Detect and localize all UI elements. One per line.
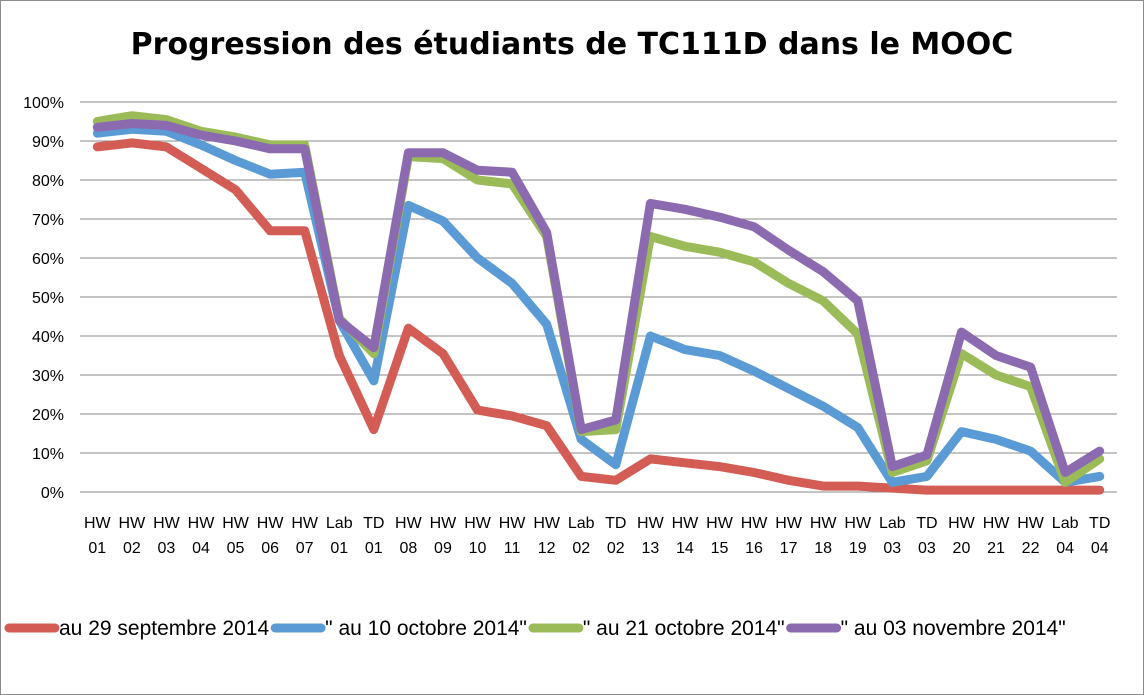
x-tick-label-line2: 16 <box>745 540 763 557</box>
x-tick-label-line2: 21 <box>987 540 1005 557</box>
x-tick-label-line2: 03 <box>158 540 176 557</box>
x-tick-label-line2: 13 <box>641 540 659 557</box>
x-tick-label-line1: HW <box>188 515 216 532</box>
x-tick-label-line2: 06 <box>261 540 279 557</box>
x-tick-label-line2: 07 <box>296 540 314 557</box>
x-tick-label-line2: 11 <box>504 540 521 557</box>
x-tick-label-line1: TD <box>605 515 626 532</box>
x-tick-label-line1: Lab <box>879 515 906 532</box>
x-tick-label-line1: HW <box>499 515 527 532</box>
x-tick-label-line1: HW <box>257 515 285 532</box>
x-tick-label-line2: 08 <box>399 540 417 557</box>
x-tick-label-line2: 01 <box>365 540 383 557</box>
y-tick-label: 50% <box>32 290 64 307</box>
x-tick-label-line2: 04 <box>1056 540 1074 557</box>
x-tick-label-line1: HW <box>983 515 1011 532</box>
x-tick-label-line2: 14 <box>676 540 694 557</box>
x-tick-label-line1: HW <box>119 515 147 532</box>
legend: au 29 septembre 2014 " au 10 octobre 2014… <box>4 617 1066 640</box>
x-tick-label-line2: 12 <box>538 540 556 557</box>
x-tick-label-line2: 03 <box>918 540 936 557</box>
chart-title: Progression des étudiants de TC111D dans… <box>130 27 1014 62</box>
x-tick-label-line1: HW <box>84 515 112 532</box>
x-tick-label-line1: HW <box>775 515 803 532</box>
x-tick-label-line1: TD <box>1089 515 1110 532</box>
x-tick-label-line1: HW <box>637 515 665 532</box>
x-tick-label-line2: 02 <box>123 540 141 557</box>
x-tick-label-line1: HW <box>1017 515 1045 532</box>
legend-item: au 29 septembre 2014 <box>4 617 269 640</box>
x-tick-label-line1: HW <box>222 515 250 532</box>
legend-item: " au 21 octobre 2014" <box>528 617 785 640</box>
x-tick-label-line1: Lab <box>326 515 353 532</box>
x-tick-label-line1: HW <box>948 515 976 532</box>
x-tick-label-line1: HW <box>844 515 872 532</box>
series-line <box>92 138 1105 495</box>
x-tick-label-line2: 04 <box>1091 540 1109 557</box>
x-tick-label-line2: 03 <box>883 540 901 557</box>
x-tick-label-line2: 22 <box>1022 540 1040 557</box>
x-tick-label-line2: 01 <box>88 540 106 557</box>
x-tick-label-line2: 18 <box>814 540 832 557</box>
y-tick-label: 0% <box>41 485 64 502</box>
legend-label: au 29 septembre 2014 <box>59 617 269 640</box>
x-tick-label-line1: HW <box>533 515 561 532</box>
x-tick-label-line1: HW <box>430 515 458 532</box>
series-line <box>92 119 1105 477</box>
x-tick-label-line1: Lab <box>1052 515 1079 532</box>
y-tick-label: 60% <box>32 251 64 268</box>
x-tick-label-line1: HW <box>291 515 319 532</box>
x-tick-label-line2: 04 <box>192 540 210 557</box>
x-tick-label-line1: Lab <box>568 515 595 532</box>
x-tick-label-line1: HW <box>395 515 423 532</box>
series-line <box>92 124 1105 487</box>
series-1 <box>92 138 1105 495</box>
x-tick-label-line2: 05 <box>227 540 245 557</box>
x-tick-label-line1: HW <box>153 515 181 532</box>
y-tick-label: 40% <box>32 329 64 346</box>
legend-label: " au 21 octobre 2014" <box>583 617 785 640</box>
x-tick-label-line2: 10 <box>469 540 487 557</box>
legend-label: " au 03 novembre 2014" <box>841 617 1066 640</box>
x-tick-label-line2: 02 <box>572 540 590 557</box>
y-tick-label: 10% <box>32 446 64 463</box>
x-tick-label-line1: TD <box>363 515 384 532</box>
x-tick-label-line2: 20 <box>953 540 971 557</box>
y-tick-label: 100% <box>23 95 64 112</box>
x-tick-label-line1: HW <box>464 515 492 532</box>
x-tick-label-line1: HW <box>706 515 734 532</box>
x-tick-label-line2: 02 <box>607 540 625 557</box>
y-tick-label: 90% <box>32 134 64 151</box>
y-tick-label: 30% <box>32 368 64 385</box>
legend-item: " au 10 octobre 2014" <box>270 617 527 640</box>
x-tick-label-line1: HW <box>741 515 769 532</box>
y-tick-label: 70% <box>32 212 64 229</box>
x-tick-label-line1: TD <box>916 515 937 532</box>
series-2 <box>92 124 1105 487</box>
x-tick-label-line2: 09 <box>434 540 452 557</box>
x-tick-label-line1: HW <box>810 515 838 532</box>
y-tick-label: 80% <box>32 173 64 190</box>
x-tick-label-line1: HW <box>672 515 700 532</box>
x-tick-label-line2: 19 <box>849 540 867 557</box>
legend-item: " au 03 novembre 2014" <box>786 617 1066 640</box>
legend-label: " au 10 octobre 2014" <box>325 617 527 640</box>
x-tick-label-line2: 17 <box>780 540 798 557</box>
y-tick-label: 20% <box>32 407 64 424</box>
x-tick-label-line2: 01 <box>330 540 348 557</box>
series-4 <box>92 119 1105 477</box>
x-tick-label-line2: 15 <box>711 540 729 557</box>
